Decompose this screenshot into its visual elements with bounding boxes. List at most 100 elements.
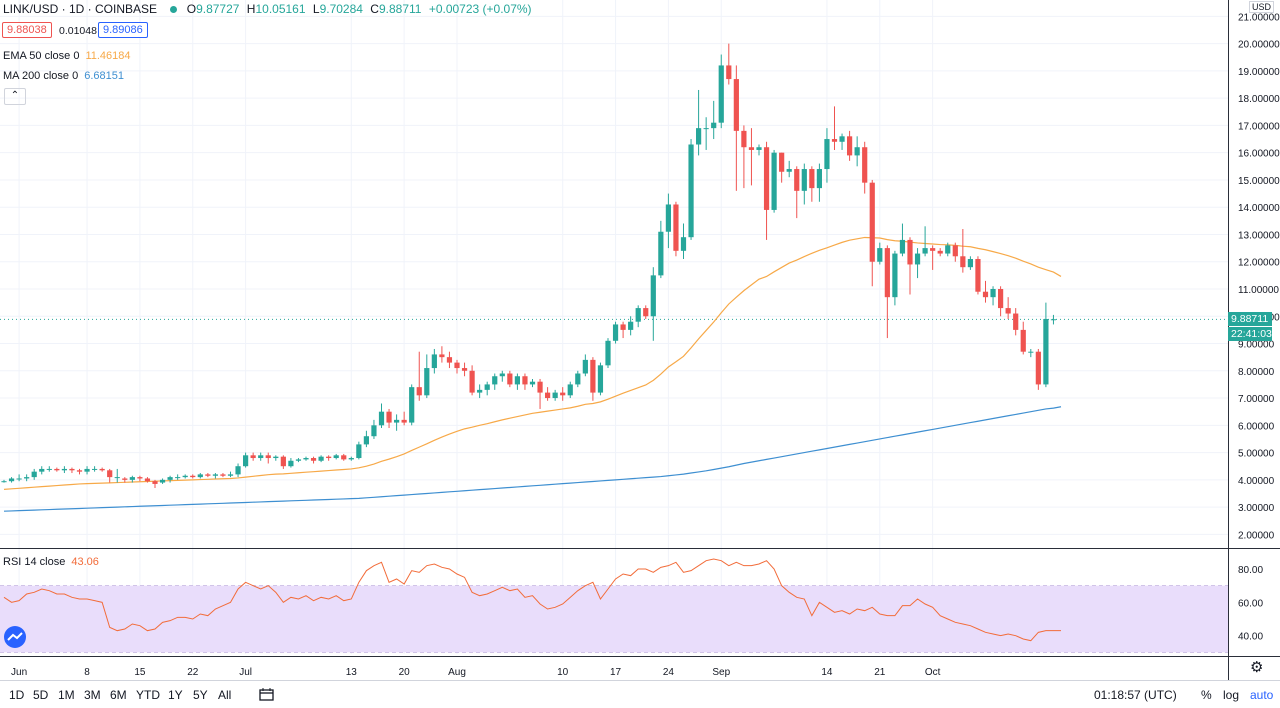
- candle[interactable]: [507, 370, 513, 388]
- candle[interactable]: [990, 286, 996, 306]
- candle[interactable]: [1020, 321, 1026, 355]
- calendar-range-icon[interactable]: [259, 688, 275, 702]
- candle[interactable]: [303, 456, 309, 461]
- candle[interactable]: [884, 245, 890, 339]
- candle[interactable]: [182, 474, 188, 479]
- candle[interactable]: [763, 141, 770, 240]
- candle[interactable]: [718, 54, 724, 129]
- candle[interactable]: [499, 370, 505, 382]
- candle[interactable]: [967, 256, 973, 270]
- candle[interactable]: [39, 466, 45, 475]
- candle[interactable]: [582, 354, 588, 377]
- candle[interactable]: [31, 468, 37, 480]
- candle[interactable]: [99, 467, 105, 472]
- candle[interactable]: [552, 389, 558, 401]
- tradingview-logo-icon[interactable]: [4, 626, 26, 648]
- candle[interactable]: [431, 348, 437, 374]
- candle[interactable]: [356, 441, 362, 460]
- candle[interactable]: [235, 463, 241, 478]
- candle[interactable]: [620, 321, 626, 339]
- candle[interactable]: [54, 467, 60, 472]
- candle[interactable]: [446, 351, 453, 369]
- candle[interactable]: [280, 455, 286, 469]
- candle[interactable]: [824, 128, 830, 183]
- candle[interactable]: [273, 455, 279, 461]
- candle[interactable]: [424, 354, 430, 399]
- candle[interactable]: [144, 477, 151, 483]
- candle[interactable]: [854, 136, 860, 167]
- candle[interactable]: [394, 414, 400, 431]
- candle[interactable]: [892, 250, 898, 306]
- timeframe-5y[interactable]: 5Y: [193, 688, 208, 702]
- candle[interactable]: [8, 477, 15, 483]
- candle[interactable]: [952, 242, 958, 262]
- candle[interactable]: [46, 466, 52, 472]
- candle[interactable]: [597, 362, 604, 396]
- candle[interactable]: [899, 223, 906, 257]
- candle[interactable]: [975, 256, 981, 295]
- candle[interactable]: [1043, 302, 1049, 388]
- candle[interactable]: [288, 458, 294, 468]
- candle[interactable]: [862, 141, 868, 194]
- candle[interactable]: [92, 466, 98, 472]
- candle[interactable]: [295, 458, 302, 463]
- candle[interactable]: [129, 475, 135, 483]
- candle[interactable]: [454, 359, 460, 374]
- candle[interactable]: [605, 338, 611, 369]
- candle[interactable]: [567, 381, 573, 399]
- rsi-legend[interactable]: RSI 14 close 43.06: [3, 556, 99, 568]
- candle[interactable]: [341, 453, 347, 461]
- candle[interactable]: [831, 106, 838, 150]
- candle[interactable]: [711, 100, 717, 140]
- candle[interactable]: [945, 242, 951, 257]
- timeframe-1d[interactable]: 1D: [9, 688, 25, 702]
- candle[interactable]: [401, 411, 407, 426]
- candle[interactable]: [1005, 297, 1011, 319]
- candle[interactable]: [590, 357, 596, 401]
- candle[interactable]: [794, 166, 800, 219]
- ma-legend[interactable]: MA 200 close 0 6.68151: [3, 70, 124, 82]
- timeframe-6m[interactable]: 6M: [110, 688, 127, 702]
- candle[interactable]: [159, 478, 166, 484]
- candle[interactable]: [960, 229, 966, 273]
- candle[interactable]: [461, 362, 468, 377]
- candle[interactable]: [363, 430, 369, 448]
- candle[interactable]: [107, 468, 113, 483]
- candle[interactable]: [771, 149, 777, 213]
- candle[interactable]: [726, 43, 732, 85]
- timeframe-1y[interactable]: 1Y: [168, 688, 183, 702]
- currency-label[interactable]: USD: [1248, 1, 1274, 13]
- candle[interactable]: [318, 455, 324, 463]
- candle[interactable]: [1035, 348, 1041, 390]
- candle[interactable]: [492, 373, 498, 390]
- candle[interactable]: [748, 128, 755, 186]
- candle[interactable]: [484, 381, 490, 396]
- candle[interactable]: [69, 467, 75, 474]
- candle[interactable]: [16, 474, 22, 482]
- candle[interactable]: [658, 220, 664, 279]
- candle[interactable]: [514, 373, 520, 390]
- candle[interactable]: [801, 163, 807, 205]
- candle[interactable]: [816, 163, 822, 202]
- candle[interactable]: [371, 419, 377, 439]
- buy-button[interactable]: 9.89086: [98, 22, 148, 38]
- candle[interactable]: [869, 179, 875, 287]
- candle[interactable]: [114, 468, 120, 483]
- chevron-up-icon[interactable]: ⌃: [4, 88, 26, 105]
- candle[interactable]: [1, 479, 7, 483]
- candle[interactable]: [703, 117, 709, 150]
- candle[interactable]: [378, 403, 385, 429]
- candle[interactable]: [205, 473, 211, 478]
- timeframe-all[interactable]: All: [218, 688, 232, 702]
- timeframe-3m[interactable]: 3M: [84, 688, 101, 702]
- timeframe-ytd[interactable]: YTD: [136, 688, 160, 702]
- candle[interactable]: [847, 130, 853, 161]
- candle[interactable]: [227, 471, 234, 478]
- candle[interactable]: [575, 370, 581, 388]
- candle[interactable]: [122, 477, 128, 483]
- candle[interactable]: [914, 248, 921, 279]
- candle[interactable]: [930, 245, 936, 270]
- candle[interactable]: [258, 452, 264, 461]
- candle[interactable]: [907, 237, 913, 295]
- candle[interactable]: [416, 351, 422, 401]
